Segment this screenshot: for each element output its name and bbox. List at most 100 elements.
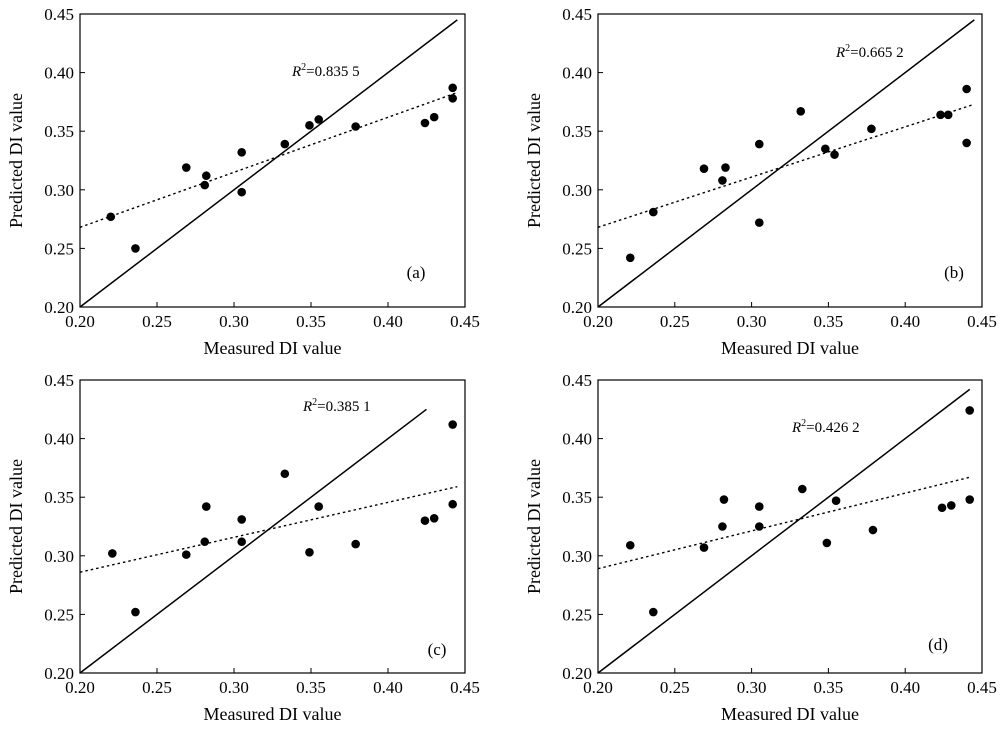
data-point — [754, 139, 764, 149]
y-tick-label: 0.35 — [562, 488, 592, 507]
y-tick-label: 0.40 — [44, 64, 74, 83]
y-tick-label: 0.20 — [562, 664, 592, 683]
data-point — [868, 525, 878, 535]
data-point — [937, 503, 947, 513]
data-point — [314, 502, 324, 511]
data-point — [821, 144, 830, 154]
y-tick-label: 0.25 — [44, 605, 74, 624]
x-tick-label: 0.20 — [583, 678, 613, 697]
data-point — [429, 112, 439, 122]
panel-label: (b) — [944, 263, 964, 282]
data-point — [699, 543, 709, 552]
y-tick-label: 0.25 — [44, 239, 74, 258]
data-point — [965, 495, 975, 504]
x-tick-label: 0.35 — [296, 678, 326, 697]
y-tick-label: 0.30 — [562, 181, 592, 200]
x-tick-label: 0.40 — [890, 678, 920, 697]
data-point — [648, 607, 658, 617]
data-point — [719, 495, 729, 504]
plot-frame — [597, 379, 983, 674]
data-point — [237, 187, 246, 197]
data-point — [280, 139, 290, 149]
r2-annotation: R2=0.835 5 — [291, 62, 360, 80]
y-tick-label: 0.40 — [44, 430, 74, 449]
data-point — [962, 138, 971, 148]
data-point — [108, 549, 117, 558]
data-point — [962, 84, 971, 94]
x-tick-label: 0.20 — [65, 678, 95, 697]
identity-line — [597, 388, 971, 674]
data-point — [448, 94, 457, 103]
data-point — [237, 147, 246, 157]
data-point — [351, 122, 360, 131]
data-point — [721, 163, 730, 172]
data-point — [867, 124, 876, 134]
data-point — [429, 513, 439, 523]
x-axis-title: Measured DI value — [721, 338, 859, 358]
y-tick-label: 0.40 — [562, 64, 592, 83]
data-point — [796, 106, 806, 116]
data-point — [754, 522, 764, 531]
identity-line — [79, 19, 458, 308]
x-tick-label: 0.20 — [65, 312, 95, 331]
x-tick-label: 0.45 — [967, 312, 997, 331]
y-tick-label: 0.25 — [562, 605, 592, 624]
data-point — [201, 502, 211, 511]
regression-line — [79, 485, 458, 573]
x-tick-label: 0.40 — [373, 312, 403, 331]
y-tick-label: 0.35 — [562, 122, 592, 141]
y-tick-label: 0.30 — [562, 547, 592, 566]
x-tick-label: 0.35 — [814, 678, 844, 697]
x-axis-title: Measured DI value — [204, 704, 342, 724]
chart-panel-3: 0.20 0.25 0.30 0.35 0.40 0.45 0.20 0.25 0.30 0.35… — [6, 371, 480, 724]
x-tick-label: 0.30 — [737, 678, 767, 697]
data-point — [131, 244, 140, 253]
data-point — [831, 496, 841, 506]
data-point — [648, 207, 658, 217]
x-tick-label: 0.25 — [660, 678, 690, 697]
x-tick-label: 0.30 — [219, 312, 249, 331]
data-point — [314, 115, 324, 124]
data-point — [305, 547, 314, 557]
data-point — [625, 540, 635, 550]
data-point — [699, 164, 709, 174]
regression-line — [597, 476, 970, 570]
identity-line — [79, 408, 427, 674]
panel-label: (c) — [428, 640, 447, 659]
data-point — [181, 163, 191, 172]
data-point — [280, 469, 290, 479]
data-point — [200, 180, 210, 190]
y-tick-label: 0.20 — [562, 298, 592, 317]
data-point — [131, 607, 140, 617]
plot-frame — [79, 379, 466, 674]
y-tick-label: 0.40 — [562, 430, 592, 449]
x-tick-label: 0.45 — [450, 312, 480, 331]
y-tick-label: 0.45 — [44, 5, 74, 24]
r2-annotation: R2=0.426 2 — [791, 418, 860, 436]
data-point — [237, 515, 246, 524]
x-tick-label: 0.25 — [142, 312, 172, 331]
x-tick-label: 0.25 — [142, 678, 172, 697]
y-tick-label: 0.20 — [44, 298, 74, 317]
data-point — [351, 539, 360, 549]
x-axis-title: Measured DI value — [721, 704, 859, 724]
data-point — [830, 150, 839, 159]
plot-frame — [79, 13, 466, 308]
x-tick-label: 0.40 — [373, 678, 403, 697]
data-point — [201, 171, 211, 181]
panel-label: (a) — [407, 263, 426, 282]
identity-line — [597, 19, 975, 308]
data-point — [754, 218, 764, 227]
x-tick-label: 0.30 — [737, 312, 767, 331]
data-point — [106, 212, 116, 222]
data-point — [448, 83, 457, 93]
data-point — [305, 121, 314, 130]
y-axis-title: Predicted DI value — [524, 459, 544, 594]
x-tick-label: 0.35 — [814, 312, 844, 331]
y-axis-title: Predicted DI value — [6, 459, 26, 594]
x-tick-label: 0.30 — [219, 678, 249, 697]
data-point — [420, 516, 430, 525]
y-axis-title: Predicted DI value — [6, 93, 26, 228]
r2-annotation: R2=0.665 2 — [835, 43, 904, 61]
y-tick-label: 0.35 — [44, 122, 74, 141]
